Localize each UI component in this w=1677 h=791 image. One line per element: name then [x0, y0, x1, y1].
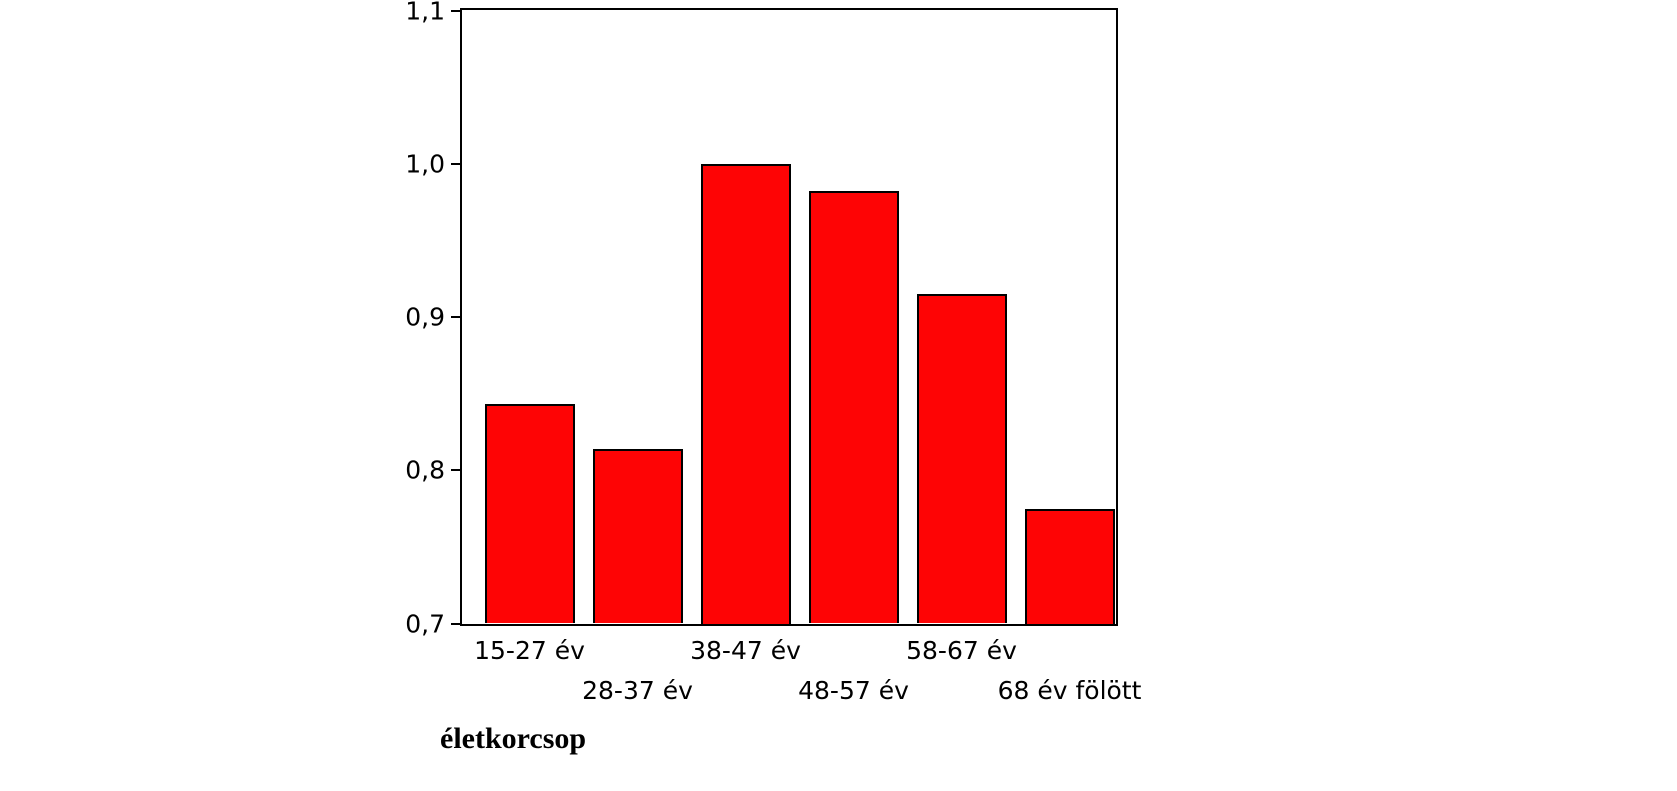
- y-tick-label: 0,8: [385, 456, 445, 485]
- y-tick-mark: [451, 469, 460, 471]
- bar: [701, 164, 791, 624]
- bar: [917, 294, 1007, 623]
- y-tick-label: 0,9: [385, 303, 445, 332]
- x-tick-label: 58-67 év: [906, 636, 1017, 665]
- y-tick-label: 0,7: [385, 609, 445, 638]
- x-tick-label: 15-27 év: [474, 636, 585, 665]
- x-tick-label: 38-47 év: [690, 636, 801, 665]
- y-tick-mark: [451, 163, 460, 165]
- y-tick-label: 1,1: [385, 0, 445, 25]
- y-tick-mark: [451, 623, 460, 625]
- y-tick-mark: [451, 316, 460, 318]
- chart-stage: 0,7 0,8 0,9 1,0 1,1 15-27 év 28-37 év 38-47 év…: [0, 0, 1677, 791]
- x-tick-label: 68 év fölött: [998, 676, 1142, 705]
- y-tick-label: 1,0: [385, 149, 445, 178]
- bar: [809, 191, 899, 623]
- x-tick-label: 48-57 év: [798, 676, 909, 705]
- x-axis-title: életkorcsop: [440, 722, 586, 756]
- bar: [485, 404, 575, 623]
- x-tick-label: 28-37 év: [582, 676, 693, 705]
- bar: [1025, 509, 1115, 624]
- y-tick-mark: [451, 10, 460, 12]
- bar: [593, 449, 683, 624]
